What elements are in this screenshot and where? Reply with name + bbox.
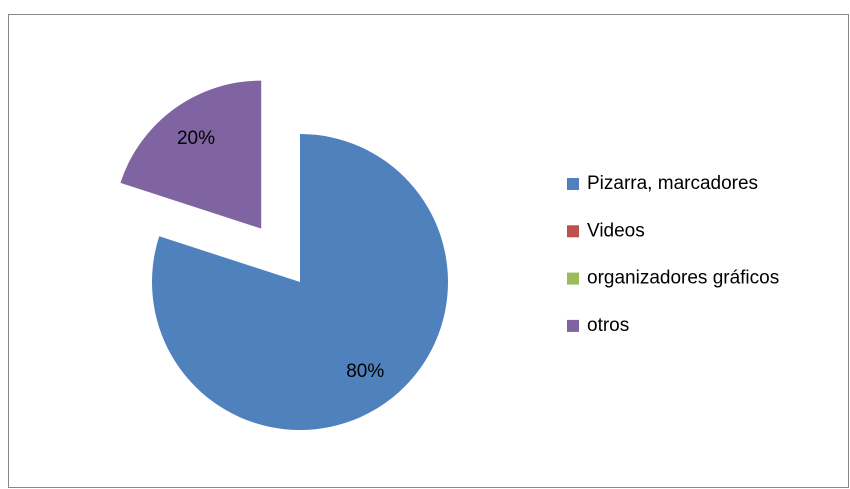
data-label: 20% <box>177 128 215 149</box>
legend-swatch <box>567 178 579 190</box>
legend-swatch <box>567 272 579 285</box>
legend-swatch <box>567 225 579 238</box>
legend-label: Pizarra, marcadores <box>587 173 758 194</box>
legend-swatch <box>567 319 579 332</box>
legend-label: organizadores gráficos <box>587 268 779 289</box>
legend-label: Videos <box>587 220 645 241</box>
data-label: 80% <box>346 361 384 382</box>
pie-slice <box>120 80 262 229</box>
legend-label: otros <box>587 315 629 336</box>
